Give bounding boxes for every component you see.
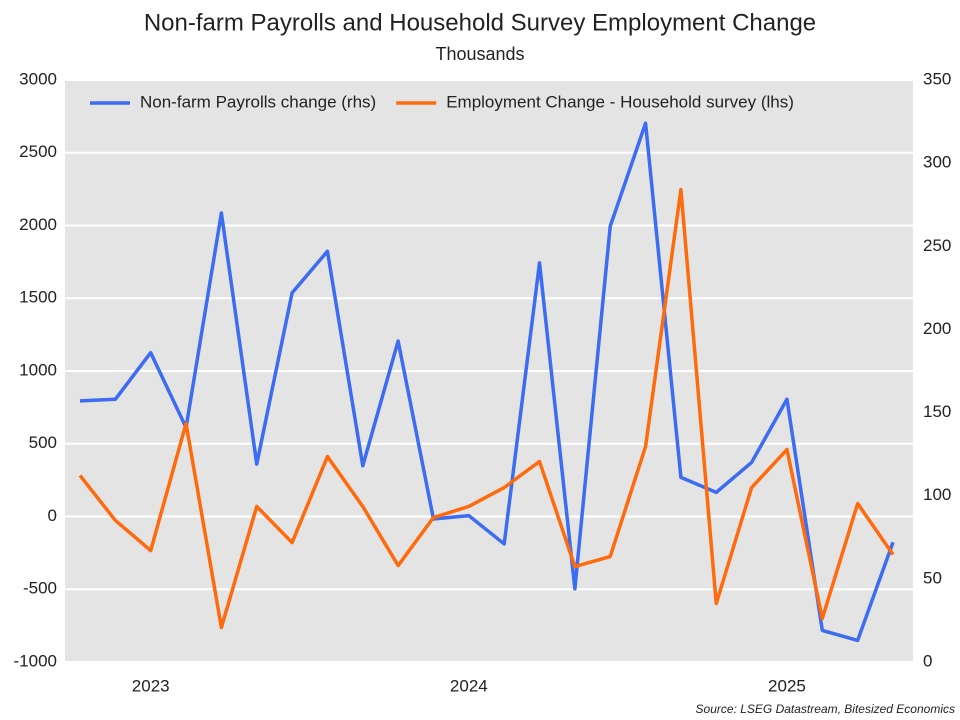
y2-tick-label: 200 [923, 319, 951, 338]
series-line [78, 187, 895, 630]
y2-tick-label: 100 [923, 485, 951, 504]
x-tick-label: 2025 [768, 676, 806, 695]
y2-tick-label: 150 [923, 402, 951, 421]
series-line [79, 121, 895, 643]
y-tick-label: -500 [23, 579, 57, 598]
y2-tick-label: 300 [923, 153, 951, 172]
y-tick-label: 500 [29, 433, 57, 452]
y-tick-label: 2000 [19, 215, 57, 234]
y-tick-label: 0 [48, 506, 57, 525]
y2-tick-label: 50 [923, 568, 942, 587]
chart-title: Non-farm Payrolls and Household Survey E… [144, 9, 816, 36]
legend-label: Non-farm Payrolls change (rhs) [140, 92, 376, 111]
y-tick-label: 3000 [19, 69, 57, 88]
y-tick-label: -1000 [14, 651, 57, 670]
source: Source: LSEG Datastream, Bitesized Econo… [696, 702, 955, 716]
y2-tick-label: 250 [923, 236, 951, 255]
y2-tick-label: 0 [923, 651, 932, 670]
x-tick-label: 2024 [450, 676, 488, 695]
chart-subtitle: Thousands [435, 44, 524, 64]
y-tick-label: 2500 [19, 142, 57, 161]
y-tick-label: 1500 [19, 288, 57, 307]
y-tick-label: 1000 [19, 360, 57, 379]
y2-tick-label: 350 [923, 69, 951, 88]
x-tick-label: 2023 [132, 676, 170, 695]
legend-label: Employment Change - Household survey (lh… [446, 92, 794, 111]
